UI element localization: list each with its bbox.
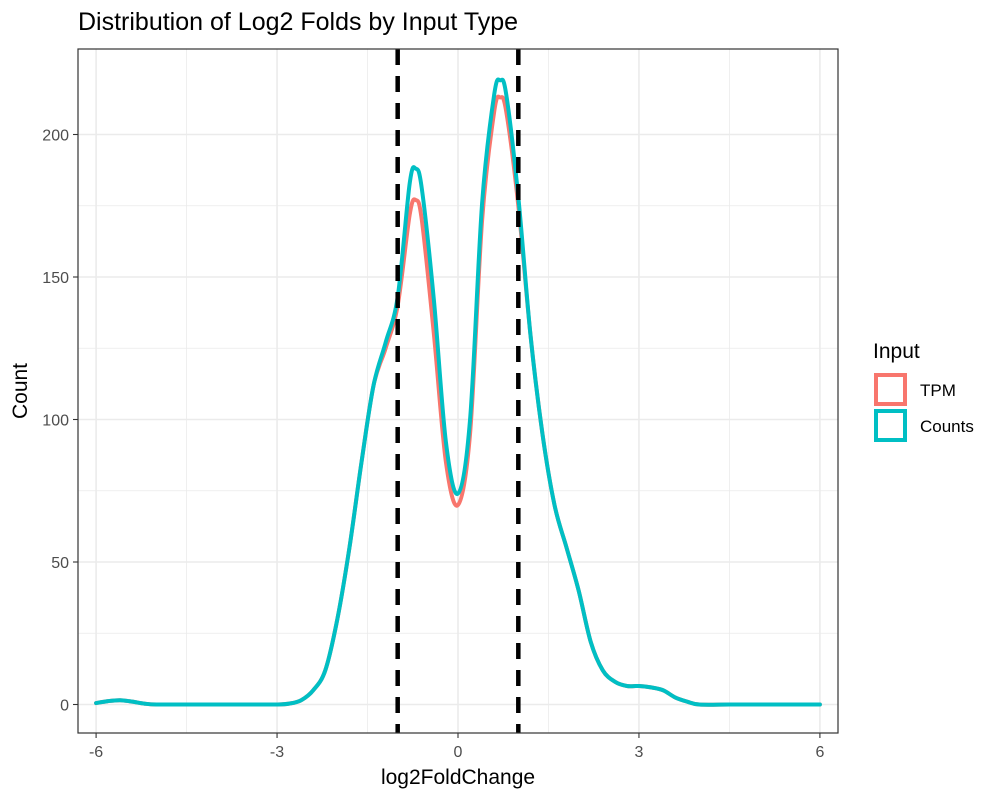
legend-entries: TPM Counts [874,373,974,442]
reference-lines [395,49,521,733]
x-axis: -6 -3 0 3 6 [89,733,824,761]
y-tick-label: 100 [42,413,69,430]
chart-title: Distribution of Log2 Folds by Input Type [78,8,518,36]
y-tick-label: 0 [60,698,69,715]
x-tick-label: 6 [815,744,824,761]
legend: Input TPM Counts [873,340,974,442]
legend-label: Counts [920,417,974,436]
series-line-counts [94,77,822,707]
x-tick-label: -6 [89,744,103,761]
y-axis-label: Count [9,363,32,419]
grid-major [78,49,838,733]
y-axis: 0 50 100 150 200 [42,128,78,715]
x-axis-label: log2FoldChange [381,766,535,789]
x-tick-label: 3 [634,744,643,761]
x-tick-label: -3 [270,744,284,761]
series-lines [94,77,822,707]
legend-label: TPM [920,381,956,400]
y-tick-label: 200 [42,128,69,145]
legend-key [874,409,907,442]
x-tick-label: 0 [454,744,463,761]
y-tick-label: 150 [42,270,69,287]
legend-title: Input [873,340,920,363]
legend-key [874,373,907,406]
y-tick-label: 50 [51,555,69,572]
